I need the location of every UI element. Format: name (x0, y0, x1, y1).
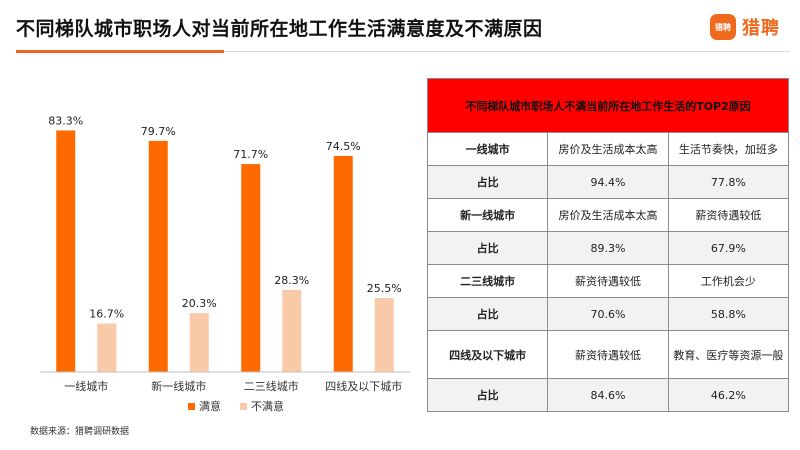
data-label: 28.3% (274, 274, 309, 287)
reason-cell: 薪资待遇较低 (547, 264, 669, 298)
bar-unsatisfied (374, 298, 394, 372)
legend-label: 不满意 (251, 399, 284, 413)
x-tick-label: 新一线城市 (151, 379, 206, 393)
ratio-label: 占比 (426, 297, 549, 331)
data-label: 83.3% (48, 114, 83, 127)
ratio-cell: 67.9% (667, 231, 790, 265)
table-row: 四线及以下城市 薪资待遇较低 教育、医疗等资源一般 (426, 330, 790, 379)
brand-name: 猎聘 (742, 18, 780, 39)
reason-cell: 房价及生活成本太高 (547, 198, 669, 232)
ratio-cell: 94.4% (547, 165, 669, 199)
bar-satisfied (241, 164, 261, 372)
bar-satisfied (148, 140, 168, 372)
table-row: 新一线城市 房价及生活成本太高 薪资待遇较低 (426, 198, 790, 232)
ratio-cell: 84.6% (547, 378, 669, 412)
table-header: 不同梯队城市职场人不满当前所在地工作生活的TOP2原因 (427, 78, 789, 133)
data-source-note: 数据来源：猎聘调研数据 (30, 427, 130, 437)
x-tick-label: 二三线城市 (244, 379, 299, 393)
ratio-label: 占比 (426, 231, 549, 265)
legend-swatch-satisfied (188, 403, 195, 410)
bar-satisfied (56, 130, 76, 372)
bar-satisfied (333, 155, 353, 372)
table-row: 占比 89.3% 67.9% (426, 231, 790, 265)
legend-swatch-unsatisfied (240, 403, 247, 410)
table-row: 二三线城市 薪资待遇较低 工作机会少 (426, 264, 790, 298)
data-label: 16.7% (89, 308, 124, 321)
city-cell: 四线及以下城市 (426, 330, 549, 379)
brand-logo: 猎聘 猎聘 (710, 14, 780, 40)
reason-cell: 工作机会少 (667, 264, 790, 298)
reason-cell: 薪资待遇较低 (547, 330, 669, 379)
reason-cell: 薪资待遇较低 (667, 198, 790, 232)
city-cell: 二三线城市 (426, 264, 549, 298)
ratio-cell: 77.8% (667, 165, 790, 199)
ratio-label: 占比 (426, 165, 549, 199)
reason-cell: 教育、医疗等资源一般 (667, 330, 790, 379)
bar-unsatisfied (282, 289, 302, 372)
table-row: 一线城市 房价及生活成本太高 生活节奏快，加班多 (426, 132, 790, 166)
liepin-logo-icon: 猎聘 (710, 14, 736, 40)
ratio-cell: 89.3% (547, 231, 669, 265)
title-underline-accent (16, 50, 224, 53)
table-header-row: 不同梯队城市职场人不满当前所在地工作生活的TOP2原因 (427, 78, 789, 133)
table-row: 占比 94.4% 77.8% (426, 165, 790, 199)
data-label: 25.5% (367, 282, 402, 295)
data-label: 71.7% (233, 148, 268, 161)
title-underline-rule (224, 51, 790, 52)
bar-unsatisfied (189, 313, 209, 372)
ratio-cell: 70.6% (547, 297, 669, 331)
data-label: 79.7% (141, 125, 176, 138)
ratio-cell: 58.8% (667, 297, 790, 331)
data-label: 20.3% (182, 297, 217, 310)
x-tick-label: 四线及以下城市 (325, 379, 402, 393)
reasons-table: 不同梯队城市职场人不满当前所在地工作生活的TOP2原因 一线城市 房价及生活成本… (426, 78, 790, 412)
table-row: 占比 84.6% 46.2% (426, 378, 790, 412)
legend-label: 满意 (199, 399, 221, 413)
bar-unsatisfied (97, 323, 117, 372)
city-cell: 新一线城市 (426, 198, 549, 232)
reason-cell: 房价及生活成本太高 (547, 132, 669, 166)
satisfaction-bar-chart: 83.3% 16.7% 一线城市 79.7% 20.3% 新一线城市 71.7% 28.3% 二… (40, 114, 410, 413)
x-tick-label: 一线城市 (64, 379, 108, 393)
page-title: 不同梯队城市职场人对当前所在地工作生活满意度及不满原因 (16, 18, 543, 40)
city-cell: 一线城市 (426, 132, 549, 166)
data-label: 74.5% (326, 140, 361, 153)
table-row: 占比 70.6% 58.8% (426, 297, 790, 331)
ratio-label: 占比 (426, 378, 549, 412)
ratio-cell: 46.2% (667, 378, 790, 412)
reason-cell: 生活节奏快，加班多 (667, 132, 790, 166)
